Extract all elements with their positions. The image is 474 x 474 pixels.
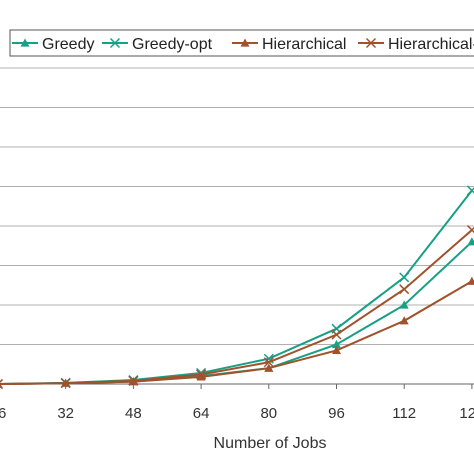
data-point-triangle — [332, 345, 341, 355]
x-tick-label: 112 — [392, 405, 416, 422]
data-point-x-stroke — [196, 369, 207, 380]
data-point-x — [263, 357, 274, 368]
data-point-x-stroke — [0, 384, 4, 390]
data-point-triangle — [240, 38, 250, 47]
legend: Greedy Greedy-opt Hierarchical Hierarchical… — [9, 29, 474, 57]
data-point-triangle — [332, 340, 341, 349]
x-tick-label: 80 — [260, 405, 277, 422]
x-tick-label: 16 — [0, 405, 6, 422]
data-point-x — [128, 375, 139, 386]
data-point-x — [331, 329, 342, 340]
data-point-x — [60, 378, 71, 389]
data-point-triangle — [399, 316, 409, 325]
data-point-triangle — [20, 38, 30, 47]
x-axis-title: Number of Jobs — [214, 435, 327, 452]
data-point-x-stroke — [466, 187, 474, 196]
data-point-x-stroke — [109, 37, 121, 49]
data-point-x-stroke — [466, 226, 474, 235]
data-point-x-stroke — [365, 37, 377, 49]
legend-label: Hierarchical — [262, 36, 346, 53]
gridlines — [0, 67, 474, 345]
data-point-x-stroke — [0, 378, 4, 384]
data-point-triangle — [467, 237, 474, 246]
data-point-triangle — [399, 300, 409, 309]
legend-entry: Greedy — [12, 36, 94, 53]
data-point-x — [109, 37, 121, 49]
x-tick-label: 64 — [193, 405, 210, 422]
legend-entry: Hierarchical — [232, 36, 346, 53]
data-point-x — [399, 284, 410, 295]
x-tick-label: 128 — [459, 405, 474, 422]
series-layer — [0, 185, 474, 390]
x-tick-label: 32 — [57, 405, 74, 422]
data-point-x — [196, 369, 207, 380]
legend-label: Greedy-opt — [132, 36, 213, 53]
data-point-x-stroke — [263, 353, 274, 364]
data-point-x — [466, 224, 474, 235]
data-point-x — [0, 378, 4, 390]
data-point-x — [365, 37, 377, 49]
data-point-triangle — [196, 372, 206, 381]
legend-entry: Hierarchical-opt — [358, 36, 474, 53]
data-point-x-stroke — [60, 378, 71, 389]
data-point-x-stroke — [399, 284, 410, 295]
data-point-x-stroke — [331, 329, 342, 340]
data-point-x-stroke — [263, 357, 274, 368]
x-tick-labels: 16 32 48 64 80 96 112 128 — [0, 405, 474, 422]
series-line — [0, 229, 473, 385]
data-point-x — [466, 185, 474, 196]
legend-label: Greedy — [42, 36, 94, 53]
x-tick-label: 48 — [125, 405, 142, 422]
data-point-x-stroke — [399, 272, 410, 283]
legend-label: Hierarchical-opt — [388, 36, 474, 53]
data-point-triangle — [264, 363, 274, 372]
x-tick-label: 96 — [328, 405, 345, 422]
series-hierarchical-opt — [0, 224, 474, 390]
legend-entry: Greedy-opt — [102, 36, 213, 53]
data-point-x-stroke — [128, 375, 139, 386]
data-point-triangle — [467, 276, 474, 285]
data-point-x — [399, 272, 410, 283]
